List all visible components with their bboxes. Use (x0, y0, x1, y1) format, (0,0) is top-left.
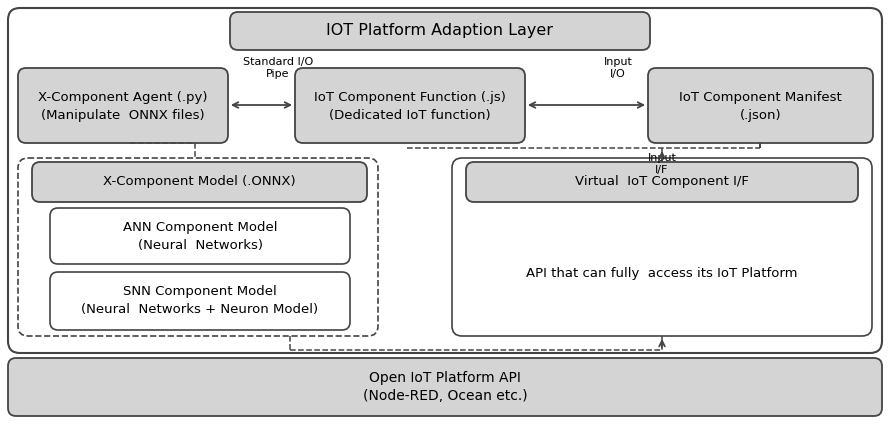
FancyBboxPatch shape (230, 12, 650, 50)
Text: SNN Component Model: SNN Component Model (123, 285, 277, 298)
Text: (Manipulate  ONNX files): (Manipulate ONNX files) (41, 109, 205, 122)
FancyBboxPatch shape (452, 158, 872, 336)
FancyBboxPatch shape (50, 208, 350, 264)
Text: ANN Component Model: ANN Component Model (123, 221, 277, 234)
Text: I/F: I/F (656, 165, 669, 175)
Text: Open IoT Platform API: Open IoT Platform API (369, 371, 521, 385)
Text: (Neural  Networks + Neuron Model): (Neural Networks + Neuron Model) (81, 304, 318, 316)
FancyBboxPatch shape (8, 8, 882, 353)
Text: IoT Component Manifest: IoT Component Manifest (679, 91, 842, 104)
Text: IoT Component Function (.js): IoT Component Function (.js) (314, 91, 506, 104)
Text: Virtual  IoT Component I/F: Virtual IoT Component I/F (575, 176, 749, 189)
Text: (.json): (.json) (739, 109, 781, 122)
Text: Input: Input (648, 153, 676, 163)
FancyBboxPatch shape (50, 272, 350, 330)
Text: I/O: I/O (610, 69, 626, 79)
FancyBboxPatch shape (18, 68, 228, 143)
FancyBboxPatch shape (32, 162, 367, 202)
Text: Standard I/O: Standard I/O (243, 57, 313, 67)
FancyBboxPatch shape (295, 68, 525, 143)
Text: (Dedicated IoT function): (Dedicated IoT function) (329, 109, 491, 122)
Text: IOT Platform Adaption Layer: IOT Platform Adaption Layer (326, 23, 554, 39)
Text: (Neural  Networks): (Neural Networks) (137, 240, 262, 253)
FancyBboxPatch shape (18, 158, 378, 336)
Text: X-Component Model (.ONNX): X-Component Model (.ONNX) (103, 176, 296, 189)
Text: API that can fully  access its IoT Platform: API that can fully access its IoT Platfo… (526, 267, 797, 280)
Text: (Node-RED, Ocean etc.): (Node-RED, Ocean etc.) (363, 389, 527, 403)
Text: Pipe: Pipe (266, 69, 290, 79)
FancyBboxPatch shape (648, 68, 873, 143)
Text: Input: Input (604, 57, 632, 67)
FancyBboxPatch shape (466, 162, 858, 202)
Text: X-Component Agent (.py): X-Component Agent (.py) (38, 91, 208, 104)
FancyBboxPatch shape (8, 358, 882, 416)
